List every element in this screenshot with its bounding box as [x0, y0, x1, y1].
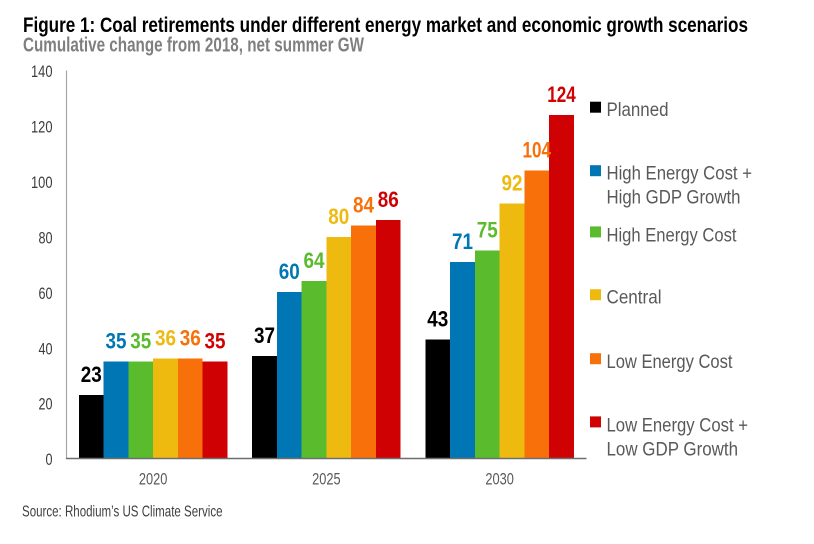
svg-text:Planned: Planned [607, 99, 669, 121]
svg-text:0: 0 [46, 451, 53, 469]
svg-text:Low Energy Cost +: Low Energy Cost + [607, 415, 749, 437]
svg-text:60: 60 [39, 285, 53, 303]
svg-text:Figure 1: Coal retirements und: Figure 1: Coal retirements under differe… [23, 14, 748, 37]
svg-text:Low Energy Cost: Low Energy Cost [607, 351, 733, 373]
svg-text:Low GDP Growth: Low GDP Growth [607, 439, 739, 461]
svg-text:2030: 2030 [485, 470, 514, 488]
svg-text:High GDP Growth: High GDP Growth [607, 186, 741, 208]
svg-text:80: 80 [39, 229, 53, 247]
svg-text:35: 35 [205, 329, 226, 354]
svg-text:Central: Central [607, 287, 662, 309]
svg-text:High Energy Cost: High Energy Cost [607, 225, 737, 247]
svg-text:92: 92 [502, 171, 523, 196]
svg-text:60: 60 [279, 259, 300, 284]
svg-text:20: 20 [39, 396, 53, 414]
svg-text:120: 120 [31, 119, 53, 137]
svg-text:36: 36 [180, 326, 201, 351]
svg-text:Source: Rhodium’s US Climate S: Source: Rhodium’s US Climate Service [22, 504, 223, 521]
svg-text:104: 104 [523, 137, 552, 162]
svg-text:86: 86 [378, 187, 399, 212]
svg-text:23: 23 [81, 362, 102, 387]
svg-text:140: 140 [31, 63, 53, 81]
svg-text:35: 35 [106, 329, 127, 354]
svg-text:43: 43 [427, 306, 448, 331]
svg-text:64: 64 [304, 248, 325, 273]
svg-text:Cumulative change from 2018, n: Cumulative change from 2018, net summer … [23, 35, 364, 57]
svg-text:2025: 2025 [312, 470, 341, 488]
svg-text:40: 40 [39, 340, 53, 358]
svg-text:124: 124 [547, 82, 576, 107]
svg-text:High Energy Cost +: High Energy Cost + [607, 163, 753, 185]
svg-text:100: 100 [31, 174, 53, 192]
svg-text:84: 84 [353, 193, 374, 218]
svg-text:80: 80 [328, 204, 349, 229]
svg-text:35: 35 [130, 329, 151, 354]
svg-text:37: 37 [254, 323, 275, 348]
svg-text:36: 36 [155, 326, 176, 351]
svg-text:75: 75 [477, 218, 498, 243]
svg-text:71: 71 [452, 229, 473, 254]
svg-text:2020: 2020 [139, 470, 168, 488]
